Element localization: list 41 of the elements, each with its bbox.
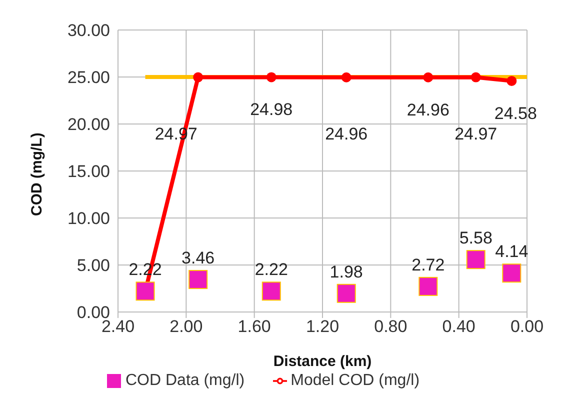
x-axis-title: Distance (km) <box>273 353 372 370</box>
y-axis-title: COD (mg/L) <box>28 132 46 216</box>
point <box>506 76 517 86</box>
y-tick-label: 10.00 <box>67 209 110 228</box>
point <box>341 72 352 82</box>
point <box>188 270 208 289</box>
y-tick-label: 30.00 <box>67 21 110 40</box>
point <box>502 264 522 283</box>
data-label: 24.96 <box>325 124 368 144</box>
point <box>418 276 438 296</box>
point <box>262 282 281 301</box>
point <box>466 250 486 270</box>
data-label: 24.97 <box>454 124 498 144</box>
x-tick-label: 0.80 <box>374 317 408 336</box>
point <box>336 284 356 303</box>
data-label: 1.98 <box>330 262 363 282</box>
x-tick-label: 1.20 <box>306 317 340 336</box>
y-tick-label: 15.00 <box>67 162 110 182</box>
point <box>470 72 481 82</box>
data-label: 24.58 <box>494 104 537 123</box>
data-label: 24.96 <box>406 100 450 120</box>
y-tick-label: 20.00 <box>67 115 110 134</box>
data-label: 4.14 <box>495 242 528 262</box>
y-tick-label: 25.00 <box>67 68 110 88</box>
x-tick-label: 0.40 <box>442 317 476 336</box>
x-tick-label: 1.60 <box>238 317 271 336</box>
data-label: 3.46 <box>182 248 215 268</box>
data-label: 5.58 <box>459 228 492 248</box>
x-tick-label: 0.00 <box>510 317 544 336</box>
data-label: 2.72 <box>412 255 445 274</box>
legend-label: COD Data (mg/l) <box>125 372 245 389</box>
point <box>136 282 155 301</box>
y-tick-label: 5.00 <box>76 256 110 276</box>
data-label: 24.98 <box>250 100 293 120</box>
point <box>193 72 204 82</box>
x-tick-label: 2.00 <box>170 317 203 336</box>
data-label: 2.22 <box>254 260 288 280</box>
x-tick-label: 2.40 <box>101 317 135 336</box>
point <box>423 72 434 82</box>
point <box>266 72 276 82</box>
legend-label: Model COD (mg/l) <box>290 372 420 389</box>
